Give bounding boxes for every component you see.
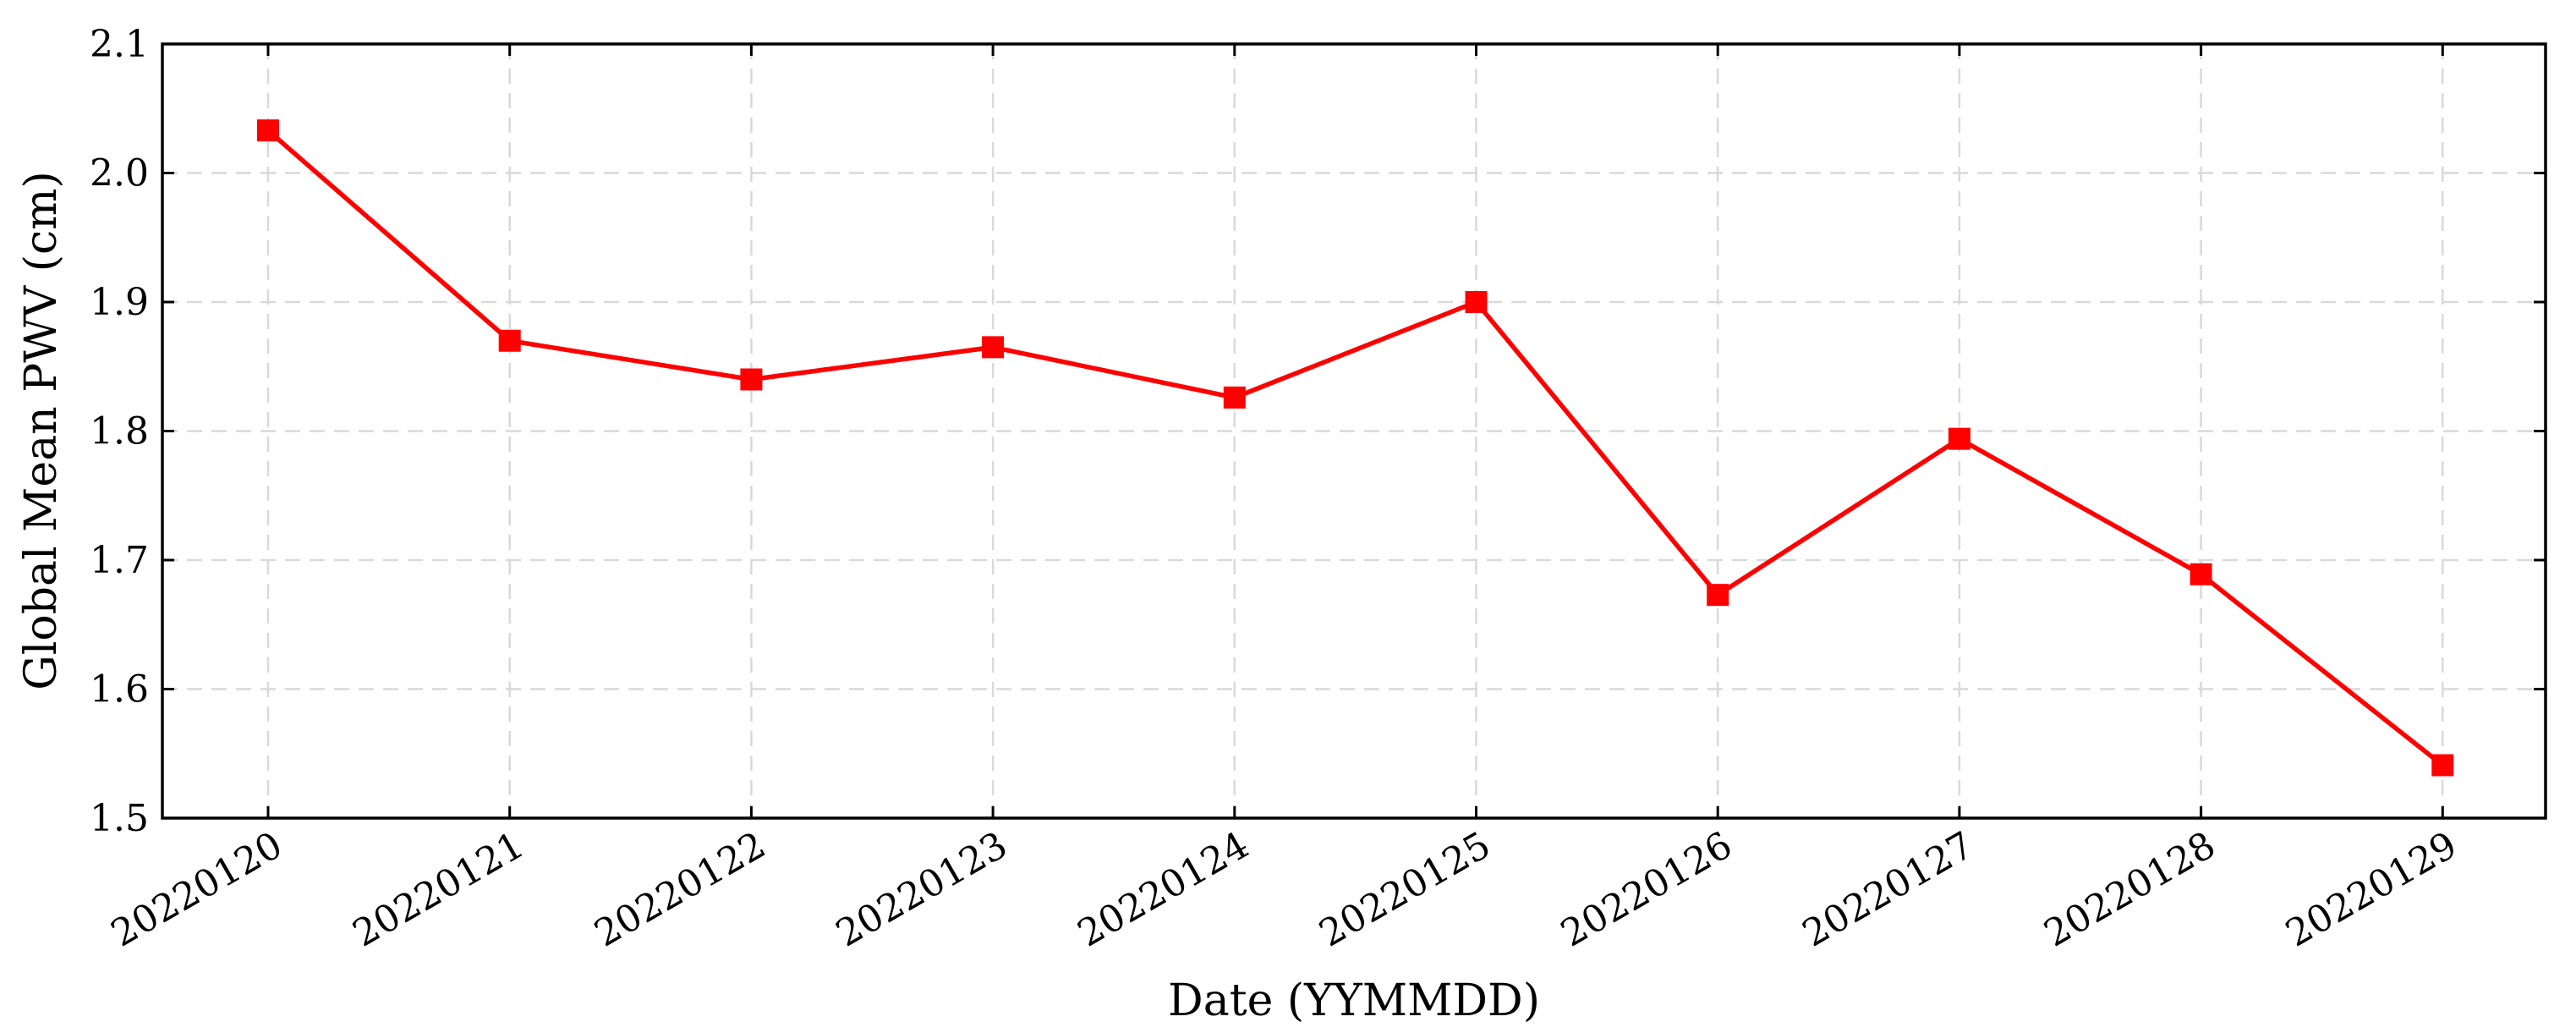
y-tick-label: 1.6 bbox=[90, 668, 149, 712]
data-point-marker bbox=[740, 368, 763, 391]
x-tick-label: 20220120 bbox=[104, 823, 289, 955]
data-point-marker bbox=[1948, 427, 1970, 450]
x-axis-title: Date (YYMMDD) bbox=[1168, 975, 1540, 1026]
x-tick-label: 20220129 bbox=[2278, 823, 2464, 955]
data-point-marker bbox=[1465, 291, 1488, 313]
x-tick-label: 20220128 bbox=[2037, 823, 2222, 955]
data-point-marker bbox=[982, 336, 1005, 359]
plot-area-frame bbox=[161, 42, 2547, 820]
data-point-marker bbox=[2431, 754, 2454, 777]
series bbox=[257, 119, 2454, 777]
x-tick-labels: 20220120 20220121 20220122 20220123 20220124… bbox=[104, 823, 2464, 955]
data-point-marker bbox=[1707, 584, 1729, 607]
x-tick-label: 20220126 bbox=[1554, 823, 1739, 955]
y-tick-label: 2.0 bbox=[90, 152, 149, 195]
y-tick-label: 2.1 bbox=[90, 23, 149, 66]
x-tick-label: 20220127 bbox=[1795, 823, 1981, 955]
x-tick-label: 20220125 bbox=[1313, 823, 1498, 955]
y-tick-label: 1.8 bbox=[90, 410, 149, 453]
y-tick-labels: 1.5 1.6 1.7 1.8 1.9 2.0 2.1 bbox=[90, 23, 149, 840]
data-point-marker bbox=[257, 119, 279, 142]
y-tick-label: 1.7 bbox=[90, 539, 149, 582]
series-line bbox=[266, 129, 2445, 767]
data-point-marker bbox=[1223, 386, 1246, 409]
y-axis-title: Global Mean PWV (cm) bbox=[16, 171, 67, 690]
data-point-marker bbox=[2190, 563, 2212, 585]
y-tick-label: 1.5 bbox=[90, 797, 149, 840]
x-tick-label: 20220122 bbox=[587, 823, 772, 955]
y-tick-label: 1.9 bbox=[90, 281, 149, 324]
x-tick-label: 20220123 bbox=[829, 823, 1014, 955]
x-tick-label: 20220121 bbox=[346, 823, 531, 955]
data-point-marker bbox=[498, 329, 521, 352]
grid bbox=[162, 44, 2546, 818]
x-tick-label: 20220124 bbox=[1071, 823, 1256, 955]
